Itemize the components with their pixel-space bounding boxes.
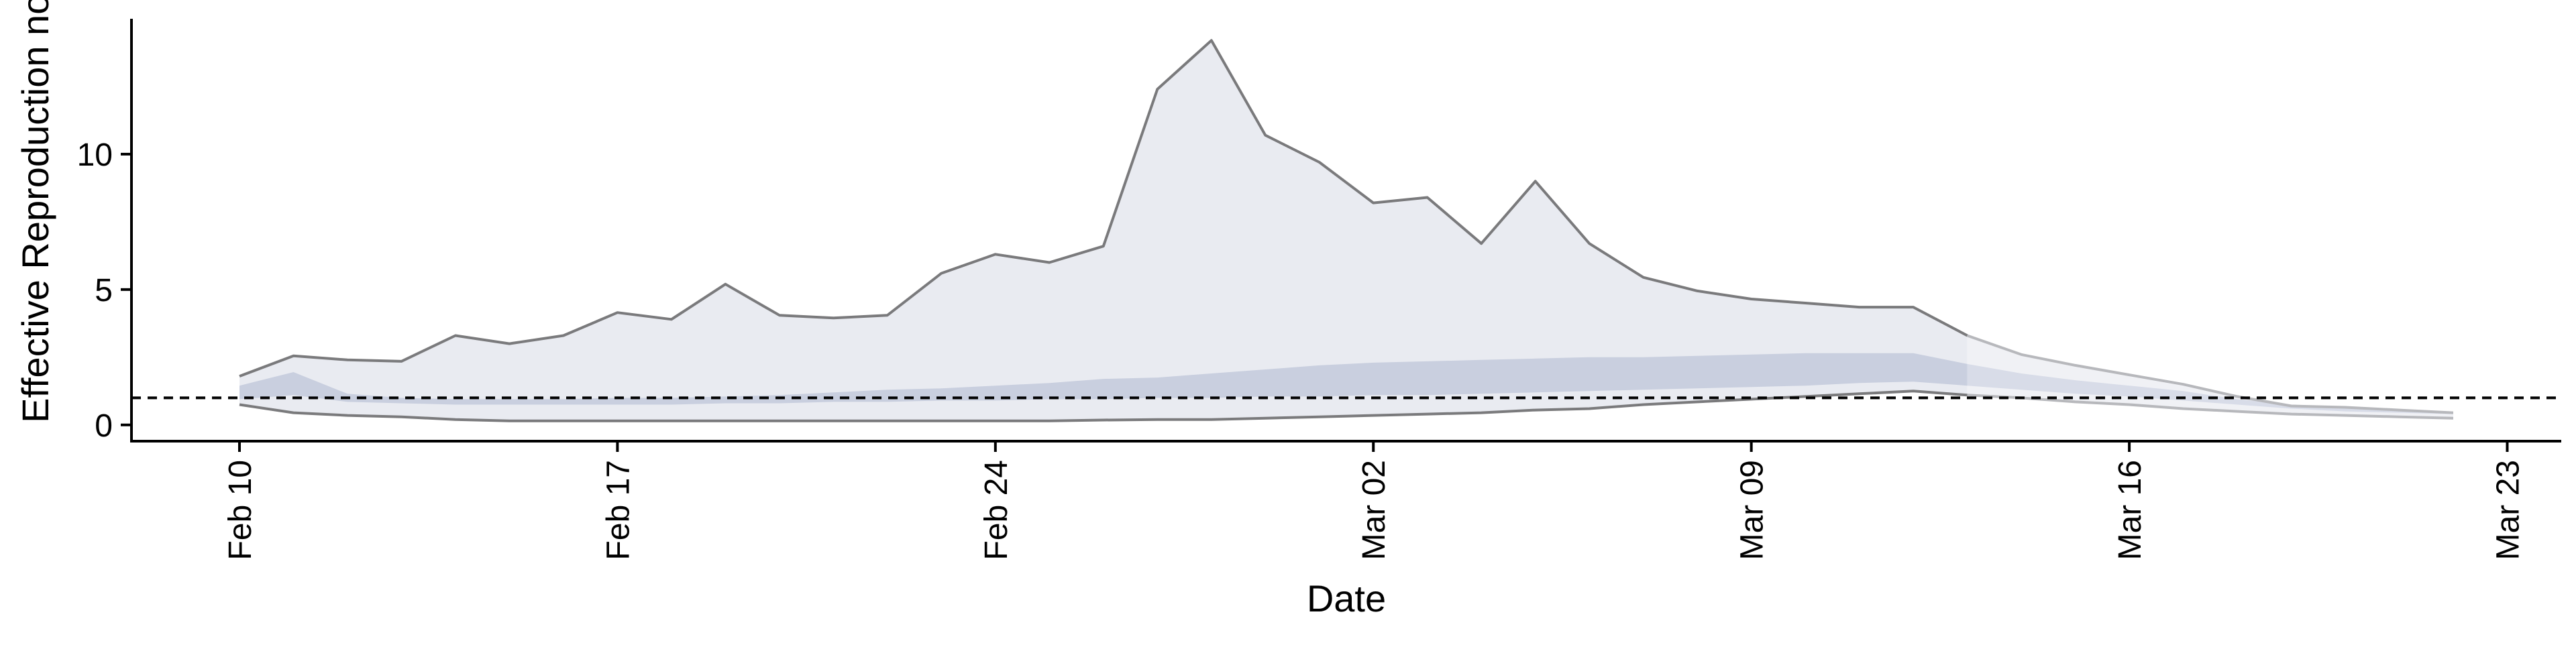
y-tick-label: 0 bbox=[95, 408, 113, 444]
outer-interval-band bbox=[239, 40, 1968, 421]
band-layer bbox=[239, 40, 2453, 421]
bound-line-layer bbox=[239, 39, 2454, 422]
inner-interval-band-faded bbox=[1967, 363, 2453, 414]
inner-interval-band bbox=[239, 353, 1968, 405]
lower-bound-line bbox=[239, 390, 1968, 422]
x-tick-label: Feb 17 bbox=[600, 460, 636, 560]
upper-bound-line bbox=[239, 39, 1968, 377]
x-tick-label: Mar 02 bbox=[1356, 460, 1392, 560]
x-tick-label: Mar 23 bbox=[2491, 460, 2526, 560]
y-tick-label: 10 bbox=[77, 137, 113, 173]
lower-bound-line-faded bbox=[1967, 394, 2454, 420]
x-tick-label: Mar 09 bbox=[1735, 460, 1770, 560]
y-tick-layer: 0 5 10 bbox=[77, 137, 131, 444]
x-axis-title: Date bbox=[1307, 577, 1386, 620]
axes-layer bbox=[130, 19, 2561, 443]
x-tick-label: Feb 24 bbox=[979, 460, 1014, 560]
x-tick-layer: Feb 10 Feb 17 Feb 24 Mar 02 Mar 09 Mar 16 Mar … bbox=[223, 441, 2526, 560]
upper-bound-line-faded bbox=[1966, 334, 2454, 414]
y-axis-title: Effective Reproduction no. bbox=[14, 0, 56, 423]
x-tick-label: Mar 16 bbox=[2112, 460, 2148, 560]
x-tick-label: Feb 10 bbox=[223, 460, 258, 560]
y-tick-label: 5 bbox=[95, 273, 113, 308]
